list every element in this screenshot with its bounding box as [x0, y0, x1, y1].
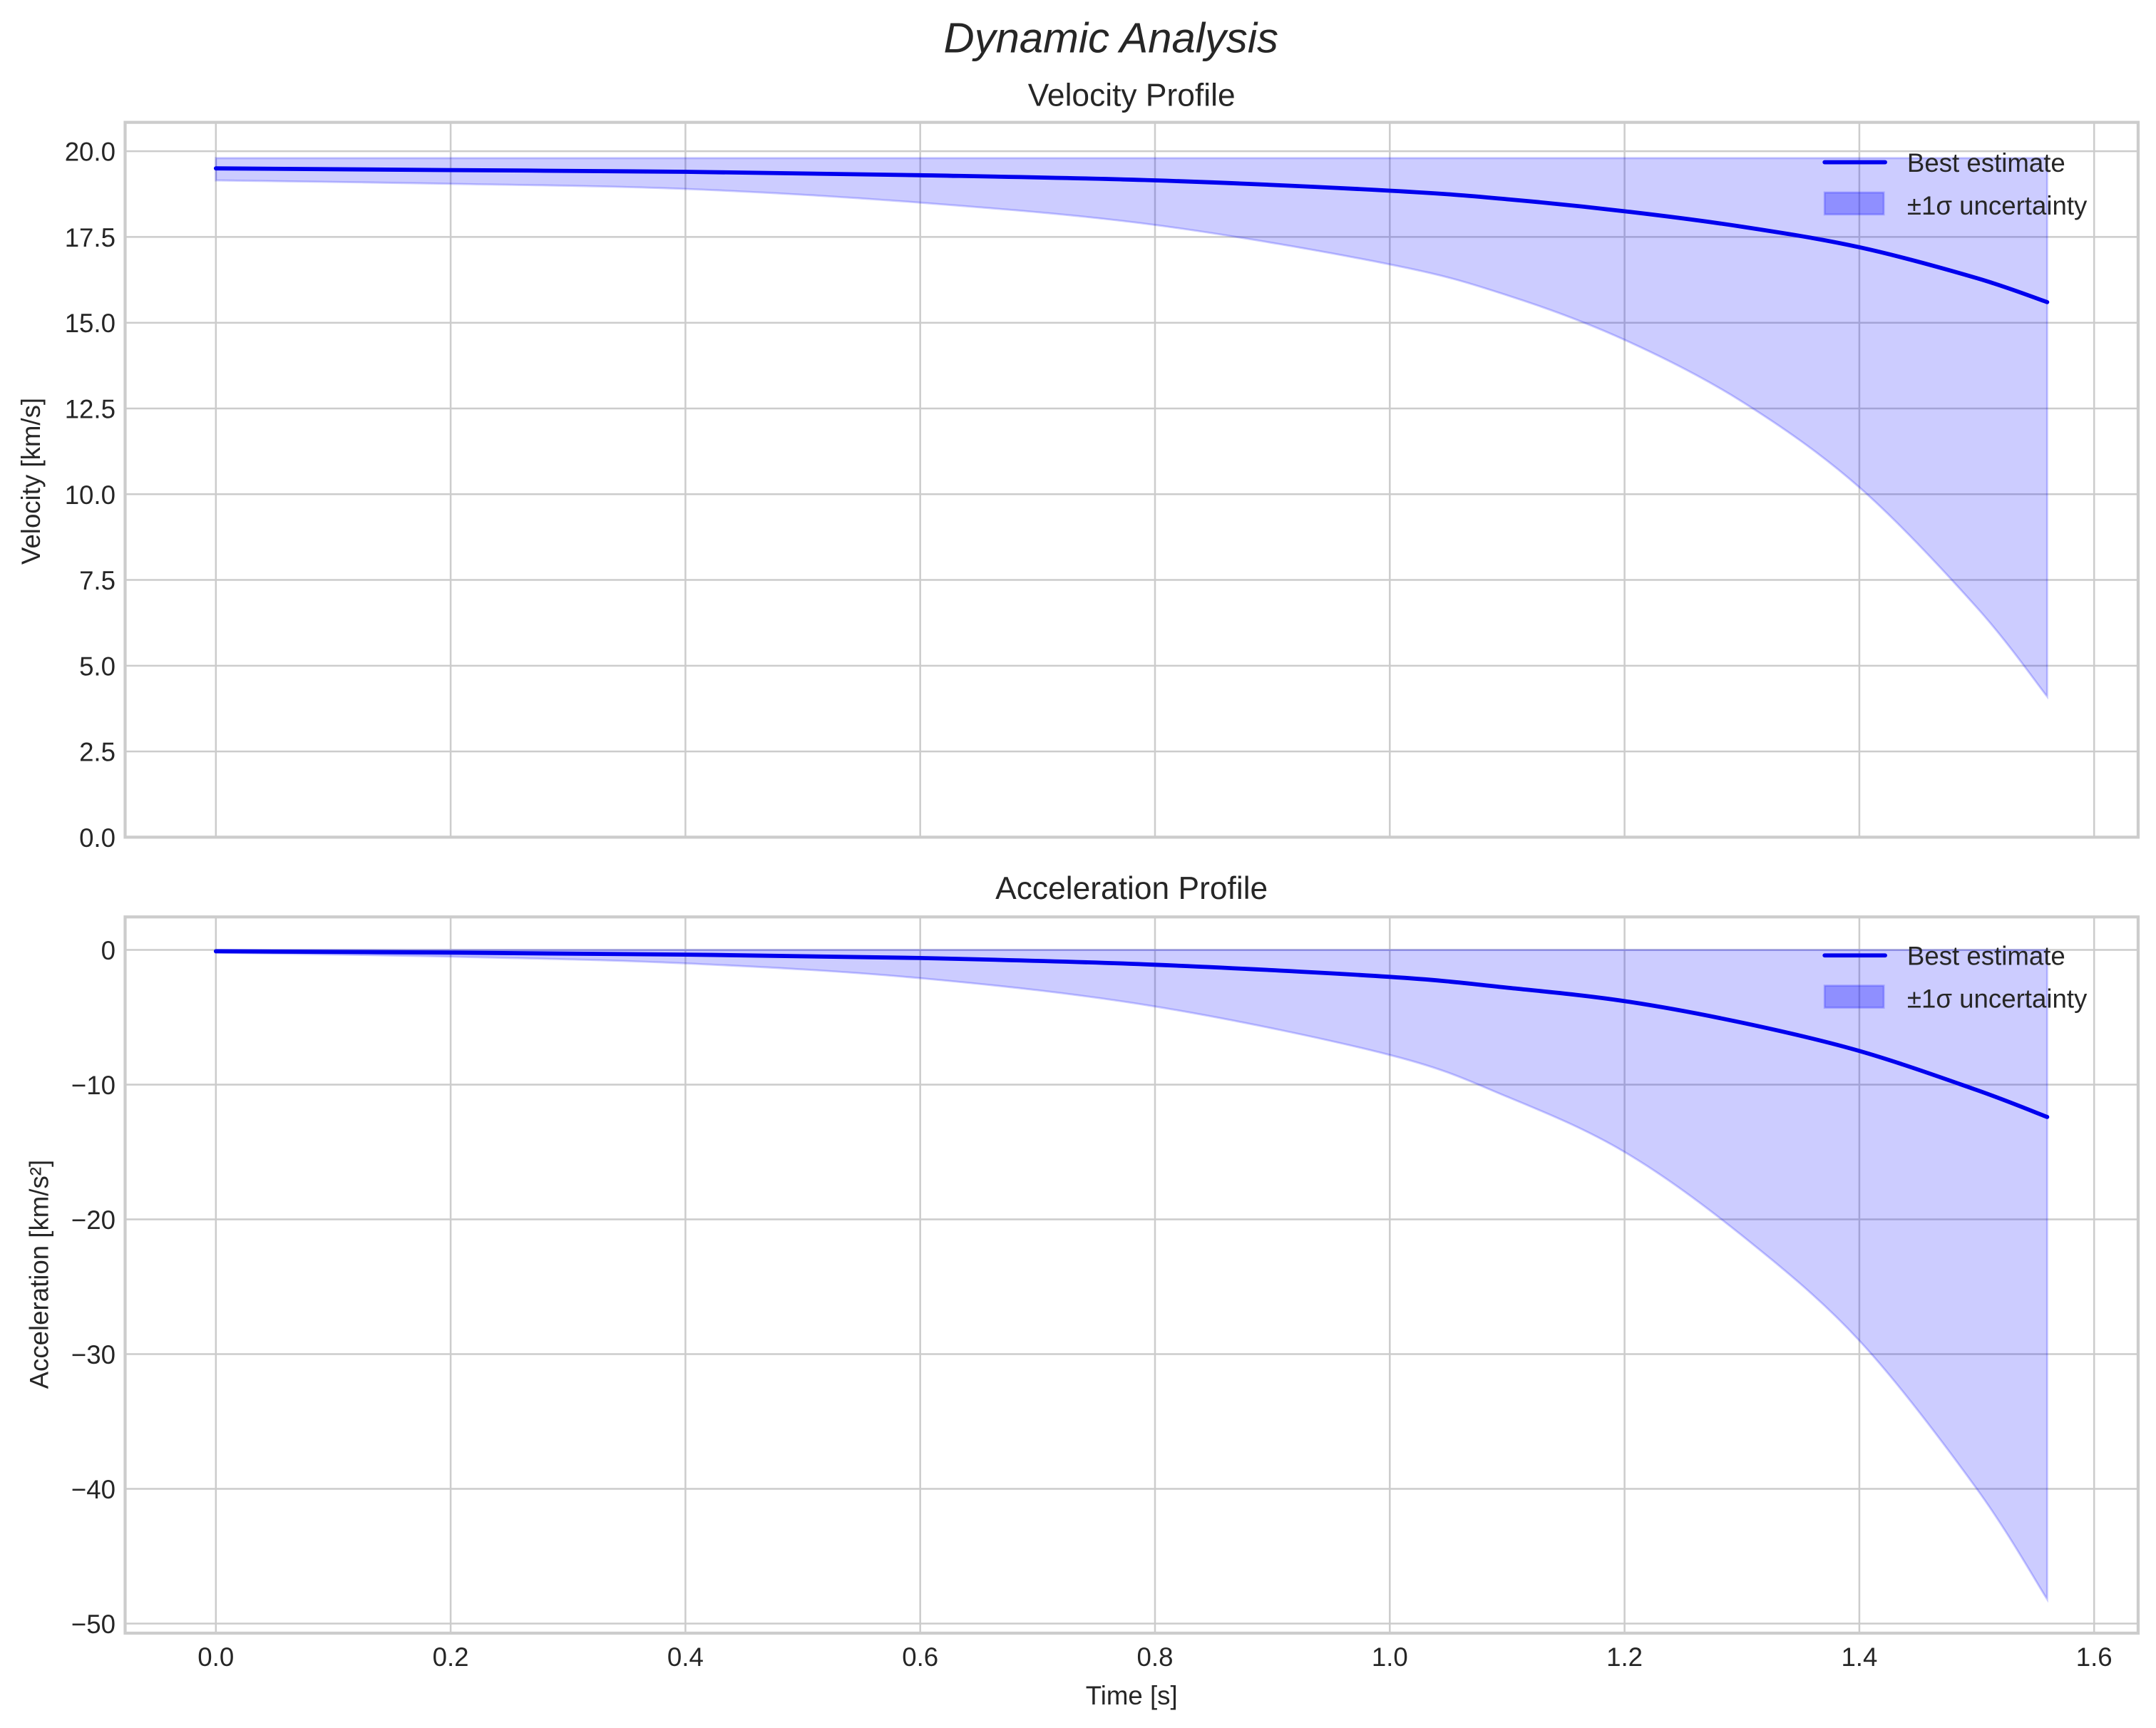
figure-suptitle: Dynamic Analysis [944, 14, 1278, 61]
velocity-panel: Velocity Profile 0.0 2.5 5.0 7.5 10.0 12.5 15.… [16, 78, 2140, 853]
y-tick-label: −20 [71, 1205, 115, 1235]
acceleration-title: Acceleration Profile [995, 871, 1268, 906]
legend-band-swatch-icon [1823, 191, 1885, 216]
y-tick-label: −50 [71, 1610, 115, 1639]
acceleration-gridlines [125, 917, 2138, 1633]
best-estimate-line [213, 166, 2050, 304]
best-estimate-line [213, 949, 2050, 1119]
velocity-axes-frame [123, 120, 2140, 839]
y-tick-label: −10 [71, 1071, 115, 1100]
acceleration-legend: Best estimate ±1σ uncertainty [1822, 942, 2088, 1014]
x-tick-label: 0.0 [197, 1642, 234, 1672]
velocity-plot-area [213, 157, 2050, 700]
x-tick-labels: 0.0 0.2 0.4 0.6 0.8 1.0 1.2 1.4 1.6 [197, 1642, 2112, 1672]
y-tick-label: 12.5 [65, 394, 115, 423]
legend-band-swatch-icon [1823, 984, 1885, 1009]
y-tick-label: −40 [71, 1475, 115, 1504]
x-tick-label: 1.4 [1841, 1642, 1877, 1672]
acceleration-panel: Acceleration Profile 0 −10 −20 −30 −40 −50 Ac… [24, 871, 2140, 1710]
velocity-y-axis-label: Velocity [km/s] [16, 398, 46, 565]
y-tick-label: 7.5 [79, 566, 115, 595]
y-tick-label: 5.0 [79, 652, 115, 681]
x-tick-label: 0.4 [667, 1642, 704, 1672]
y-tick-label: 17.5 [65, 223, 115, 252]
x-tick-label: 0.2 [433, 1642, 469, 1672]
x-tick-label: 1.6 [2076, 1642, 2113, 1672]
x-tick-label: 1.2 [1606, 1642, 1643, 1672]
legend-label-uncertainty: ±1σ uncertainty [1907, 984, 2088, 1014]
y-tick-label: 2.5 [79, 738, 115, 767]
x-tick-label: 0.8 [1137, 1642, 1174, 1672]
y-tick-label: 15.0 [65, 309, 115, 338]
x-axis-label: Time [s] [1086, 1681, 1178, 1710]
velocity-y-tick-labels: 0.0 2.5 5.0 7.5 10.0 12.5 15.0 17.5 20.0 [65, 138, 115, 853]
acceleration-plot-area [213, 949, 2050, 1603]
velocity-title: Velocity Profile [1028, 78, 1236, 113]
x-tick-label: 1.0 [1372, 1642, 1408, 1672]
acceleration-axes-frame [123, 915, 2140, 1635]
legend-label-best-estimate: Best estimate [1907, 148, 2065, 178]
acceleration-y-tick-labels: 0 −10 −20 −30 −40 −50 [71, 936, 115, 1639]
legend-label-uncertainty: ±1σ uncertainty [1907, 191, 2088, 220]
y-tick-label: 0.0 [79, 823, 115, 853]
uncertainty-band [215, 949, 2048, 1603]
acceleration-y-axis-label: Acceleration [km/s²] [24, 1160, 53, 1389]
y-tick-label: 20.0 [65, 138, 115, 167]
y-tick-label: −30 [71, 1340, 115, 1369]
legend-label-best-estimate: Best estimate [1907, 942, 2065, 971]
uncertainty-band [215, 157, 2048, 700]
y-tick-label: 0 [101, 936, 115, 965]
x-tick-label: 0.6 [902, 1642, 938, 1672]
velocity-legend: Best estimate ±1σ uncertainty [1822, 148, 2088, 220]
y-tick-label: 10.0 [65, 480, 115, 510]
